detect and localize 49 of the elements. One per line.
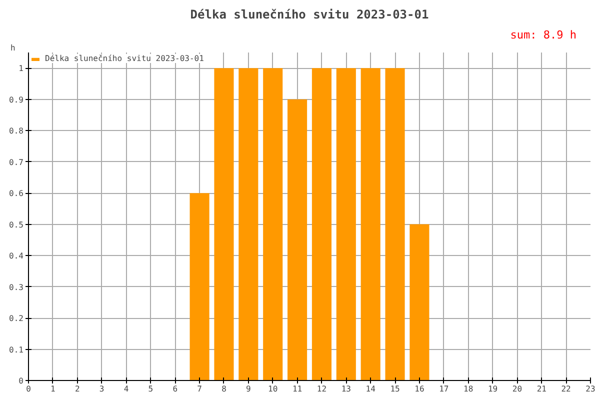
x-tick-label: 19 xyxy=(488,384,498,394)
x-tick-label: 16 xyxy=(414,384,424,394)
x-tick-label: 2 xyxy=(74,384,80,394)
x-tick-label: 15 xyxy=(390,384,400,394)
bar xyxy=(410,224,430,380)
x-tick-label: 4 xyxy=(124,384,129,394)
y-tick-label: 0.6 xyxy=(9,189,24,198)
chart-title: Délka slunečního svitu 2023-03-01 xyxy=(190,8,429,22)
x-tick-label: 18 xyxy=(464,384,474,394)
y-tick-label: 1 xyxy=(18,64,24,74)
x-tick-label: 5 xyxy=(148,384,154,394)
y-tick-label: 0.5 xyxy=(9,220,24,230)
x-tick-label: 7 xyxy=(197,384,202,394)
x-tick-label: 20 xyxy=(512,384,522,394)
x-tick-label: 8 xyxy=(222,384,227,394)
bar xyxy=(336,68,356,380)
x-tick-label: 14 xyxy=(366,384,376,394)
x-tick-label: 17 xyxy=(439,384,449,394)
y-tick-label: 0.3 xyxy=(9,282,24,292)
bar xyxy=(263,68,283,380)
bar xyxy=(360,68,380,380)
x-tick-label: 6 xyxy=(172,384,178,394)
x-tick-label: 21 xyxy=(536,384,547,394)
y-tick-label: 0.2 xyxy=(9,314,24,324)
y-tick-label: 0.8 xyxy=(9,126,24,136)
y-tick-label: 0.4 xyxy=(9,252,24,261)
x-tick-label: 3 xyxy=(99,384,104,394)
x-tick-label: 13 xyxy=(341,384,352,394)
x-tick-label: 0 xyxy=(26,384,32,394)
bar xyxy=(312,68,332,380)
x-tick-label: 11 xyxy=(292,384,302,394)
bar xyxy=(238,68,258,380)
bar xyxy=(214,68,234,380)
y-tick-label: 0.9 xyxy=(9,95,24,104)
x-tick-label: 12 xyxy=(316,384,327,394)
bar xyxy=(385,68,405,380)
x-tick-label: 1 xyxy=(50,384,56,394)
x-tick-label: 23 xyxy=(586,384,596,394)
text: sum: 8.9 h xyxy=(510,28,577,42)
y-axis-title: h xyxy=(10,44,16,52)
x-tick-label: 9 xyxy=(246,384,252,394)
y-tick-label: 0.7 xyxy=(9,158,24,167)
x-tick-label: 22 xyxy=(561,384,572,394)
y-tick-label: 0 xyxy=(18,376,24,386)
legend-label: Délka slunečního svitu 2023-03-01 xyxy=(45,54,204,63)
x-tick-label: 10 xyxy=(268,384,278,394)
y-tick-label: 0.1 xyxy=(9,345,24,354)
bar xyxy=(288,99,308,380)
bar xyxy=(190,193,210,380)
